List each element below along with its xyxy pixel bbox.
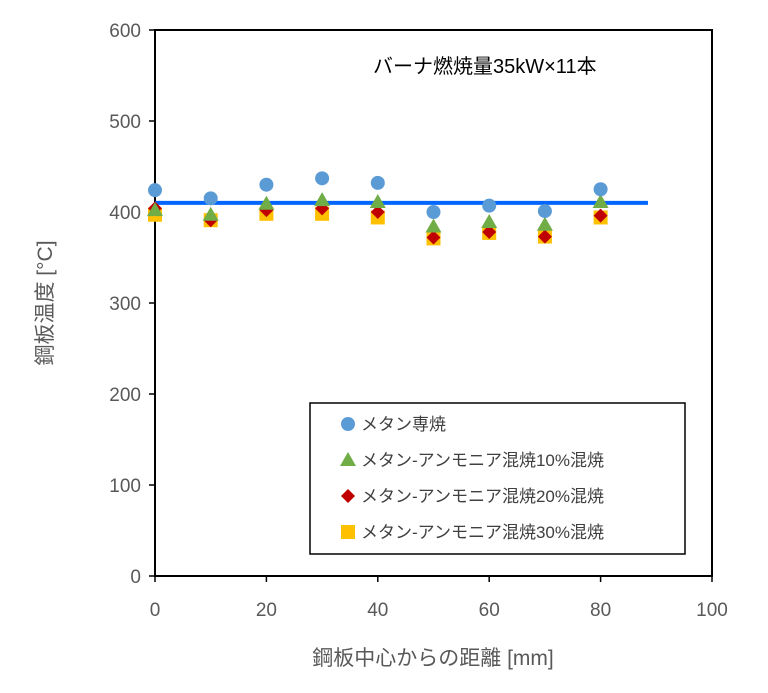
x-tick-label: 60	[479, 600, 500, 621]
y-axis-label: 鋼板温度 [°C]	[34, 240, 57, 365]
data-point-circle	[259, 177, 274, 192]
data-point-circle	[315, 171, 330, 186]
y-tick-label: 400	[109, 203, 141, 224]
data-point-circle	[426, 205, 441, 219]
data-point-diamond	[593, 208, 608, 223]
data-point-circle	[203, 191, 218, 206]
data-point-circle	[370, 175, 385, 190]
legend-marker-square	[341, 525, 355, 539]
data-point-diamond	[370, 205, 385, 219]
legend-label: メタン-アンモニア混焼20%混焼	[361, 487, 604, 506]
y-tick-label: 0	[130, 567, 141, 588]
y-tick-label: 500	[109, 112, 141, 133]
legend-marker-triangle	[340, 452, 356, 466]
data-point-circle	[148, 183, 162, 198]
data-point-diamond	[482, 225, 497, 240]
x-tick-label: 40	[367, 600, 388, 621]
legend-marker-diamond	[341, 489, 355, 503]
data-point-triangle	[536, 216, 553, 231]
legend-label: メタン-アンモニア混焼10%混焼	[361, 451, 604, 470]
y-tick-label: 300	[109, 294, 141, 315]
x-tick-label: 100	[696, 600, 728, 621]
x-tick-label: 20	[256, 600, 277, 621]
data-point-triangle	[314, 192, 331, 207]
data-point-triangle	[258, 195, 275, 210]
data-point-triangle	[481, 214, 498, 229]
chart-title: バーナ燃焼量35kW×11本	[373, 55, 597, 78]
legend: メタン専焼メタン-アンモニア混焼10%混焼メタン-アンモニア混焼20%混焼メタン…	[340, 415, 604, 542]
x-axis-label: 鋼板中心からの距離 [mm]	[312, 647, 554, 670]
data-point-triangle	[147, 202, 163, 217]
x-tick-label: 80	[590, 600, 611, 621]
data-point-triangle	[425, 218, 442, 233]
data-point-circle	[482, 198, 497, 213]
data-point-circle	[537, 204, 552, 219]
data-point-triangle	[202, 206, 219, 221]
legend-label: メタン-アンモニア混焼30%混焼	[361, 523, 604, 542]
legend-marker-circle	[341, 417, 355, 431]
y-tick-label: 100	[109, 476, 141, 497]
data-point-triangle	[592, 193, 609, 208]
legend-box	[309, 402, 686, 555]
y-tick-label: 600	[109, 21, 141, 42]
legend-label: メタン専焼	[361, 415, 446, 434]
data-point-circle	[593, 182, 608, 197]
data-point-diamond	[426, 230, 441, 245]
data-point-triangle	[369, 193, 386, 208]
y-tick-label: 200	[109, 385, 141, 406]
data-point-diamond	[537, 229, 552, 244]
x-tick-label: 0	[150, 600, 161, 621]
